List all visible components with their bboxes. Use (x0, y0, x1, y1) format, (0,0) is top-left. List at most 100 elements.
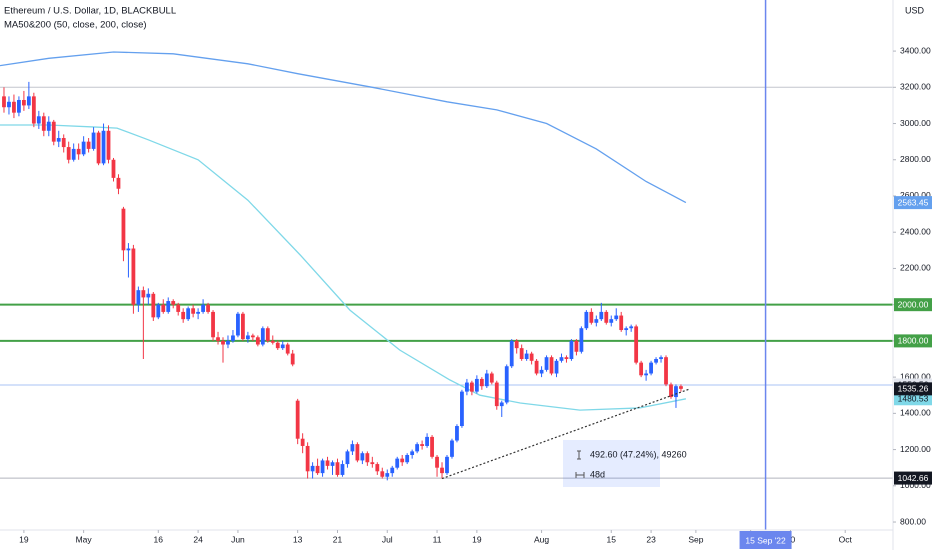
candle-body (549, 357, 554, 374)
price-label-box (894, 471, 932, 485)
candle-body (191, 308, 196, 314)
candle-body (629, 326, 634, 329)
measure-text: 492.60 (47.24%), 49260 (590, 449, 687, 459)
x-tick-label: Jul (382, 534, 393, 544)
candle-body (435, 456, 439, 468)
candle-body (186, 308, 191, 320)
candle-body (121, 208, 126, 251)
candle-body (524, 353, 529, 360)
measure-duration: 48d (590, 469, 605, 479)
candle-body (430, 436, 434, 457)
candle-body (320, 460, 325, 474)
candle-body (345, 451, 350, 465)
candle-body (325, 460, 330, 466)
price-label: 1535.26 (898, 384, 929, 394)
candle-body (285, 344, 290, 354)
price-label: 2000.00 (898, 299, 929, 309)
price-label: 2563.45 (898, 197, 929, 207)
candle-body (669, 384, 673, 398)
candle-body (594, 319, 599, 323)
candle-body (81, 141, 86, 155)
measure-box (563, 440, 660, 487)
candle-body (236, 313, 240, 336)
candle-body (360, 453, 365, 461)
candle-body (7, 101, 11, 108)
candle-body (245, 335, 250, 340)
candle-body (211, 311, 215, 338)
candle-body (340, 464, 345, 475)
candle-body (375, 464, 380, 472)
candle-body (305, 445, 310, 472)
candle-body (330, 462, 335, 466)
candle-body (395, 458, 400, 468)
price-label-box (894, 298, 932, 312)
candle-body (619, 315, 624, 331)
candle-body (116, 177, 121, 189)
moving-average (0, 124, 687, 411)
candle-body (380, 471, 385, 477)
x-tick-label: 19 (472, 534, 482, 544)
y-tick-label: 1600.00 (900, 371, 931, 381)
x-tick-label: 19 (19, 534, 29, 544)
candle-body (659, 357, 663, 360)
candle-body (544, 357, 549, 370)
candle-body (201, 304, 205, 312)
candle-body (509, 340, 514, 367)
candle-body (250, 335, 255, 338)
candle-body (450, 440, 454, 457)
y-tick-label: 3400.00 (900, 45, 931, 55)
candle-body (534, 360, 539, 374)
indicator-legend: MA50&200 (50, close, 200, close) (4, 20, 147, 31)
candle-body (624, 328, 629, 331)
candle-body (61, 138, 66, 148)
candle-body (639, 362, 644, 376)
candle-body (514, 340, 519, 349)
candle-body (21, 99, 26, 106)
candle-body (614, 315, 619, 320)
candle-body (181, 311, 186, 320)
candle-body (529, 353, 534, 361)
candle-body (275, 342, 280, 349)
candle-body (574, 340, 579, 352)
x-tick-label: 11 (433, 534, 442, 544)
x-tick-label: Jun (231, 534, 245, 544)
candle-body (484, 373, 489, 387)
candle-body (654, 359, 658, 363)
candle-body (2, 96, 6, 108)
candle-body (664, 357, 668, 385)
x-tick-label: May (76, 534, 93, 544)
candle-body (265, 328, 270, 341)
candle-body (679, 386, 683, 389)
candle-body (146, 293, 151, 298)
y-tick-label: 2400.00 (900, 226, 931, 236)
candle-body (604, 311, 609, 323)
y-tick-label: 2800.00 (900, 154, 931, 164)
candle-body (479, 378, 484, 387)
candle-body (216, 337, 220, 341)
date-marker-box (739, 531, 792, 549)
candle-body (156, 304, 161, 318)
candle-body (415, 444, 420, 452)
candle-body (539, 369, 544, 374)
price-label-box (894, 334, 932, 348)
candle-body (231, 335, 235, 341)
candle-body (126, 248, 131, 251)
candle-body (489, 373, 494, 383)
candle-body (101, 130, 106, 164)
candle-body (36, 116, 41, 124)
candle-body (241, 313, 245, 340)
y-tick-label: 2200.00 (900, 263, 931, 273)
candle-body (445, 456, 449, 474)
candle-body (609, 319, 614, 323)
candle-body (599, 311, 604, 320)
x-tick-label: Sep (688, 534, 703, 544)
candle-body (136, 290, 141, 305)
candle-body (440, 467, 444, 474)
candle-body (166, 301, 171, 312)
y-tick-label: 1200.00 (900, 444, 931, 454)
plot-area (0, 0, 893, 530)
candle-body (410, 451, 415, 456)
candle-body (559, 357, 564, 361)
candle-body (66, 147, 71, 160)
